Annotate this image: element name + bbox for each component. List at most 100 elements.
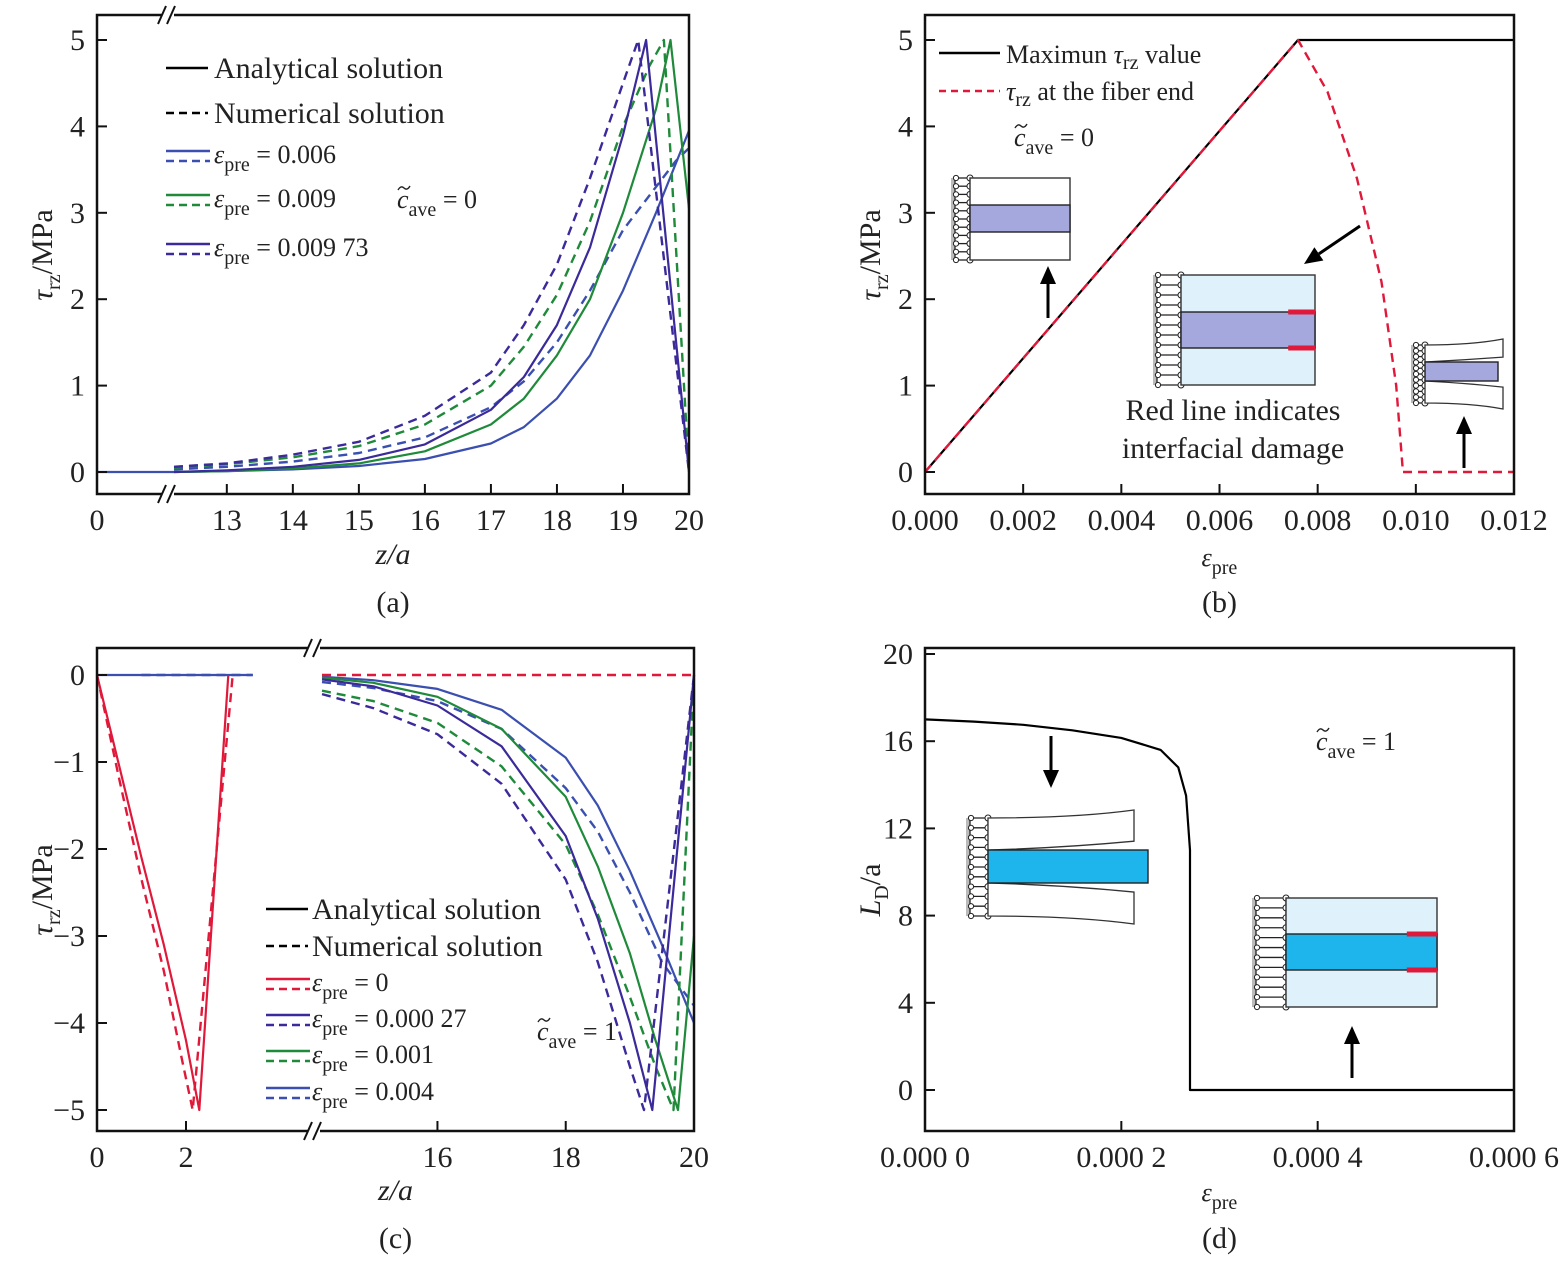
x-tick-label: 0.004: [1088, 504, 1156, 537]
y-tick-label: 16: [883, 725, 913, 758]
x-tick-label: 15: [344, 504, 374, 537]
inset-node: [967, 824, 975, 831]
axis-break-mark: [303, 1121, 313, 1141]
x-tick-label: 2: [179, 1141, 194, 1174]
y-axis-label: LD/a: [854, 864, 893, 918]
axis-break-mark: [157, 484, 167, 504]
inset-node: [1253, 993, 1261, 1001]
legend-label: Numerical solution: [312, 930, 543, 963]
legend-label: τrz at the fiber end: [1006, 77, 1194, 111]
annotation-cave: cave = 0: [1014, 123, 1094, 159]
legend-label: εpre = 0.000 27: [312, 1004, 466, 1040]
inset-node: [1154, 341, 1162, 349]
y-tick-label: 0: [70, 659, 85, 692]
inset-node: [1253, 964, 1261, 971]
inset-matrix-upper: [987, 809, 1135, 851]
inset-node: [1412, 359, 1420, 366]
plot-frame-d: [923, 646, 1516, 1133]
inset-node: [952, 183, 960, 190]
series-line--pre-0-006-numerical: [173, 147, 690, 471]
series-line--pre-0-004-analytical-right: [321, 675, 696, 1024]
y-tick-label: 8: [898, 900, 913, 933]
x-tick-label: 19: [608, 504, 638, 537]
y-tick-label: −4: [53, 1007, 85, 1040]
x-tick-label: 18: [551, 1141, 581, 1174]
y-tick-label: 3: [70, 197, 85, 230]
plot-frame-a: [95, 13, 691, 496]
y-tick-label: 12: [883, 812, 913, 845]
legend-label: εpre = 0.009: [214, 184, 336, 220]
inset-node: [967, 873, 975, 880]
x-tick-label: 14: [278, 504, 308, 537]
x-tick-label: 17: [476, 504, 506, 537]
x-tick-label: 20: [679, 1141, 709, 1174]
y-tick-label: 1: [898, 370, 913, 403]
inset-node: [1154, 281, 1162, 289]
inset-node: [1253, 894, 1261, 902]
panel-caption: (c): [379, 1222, 412, 1255]
inset-node: [967, 854, 975, 861]
inset-node: [1253, 1003, 1261, 1011]
x-tick-label: 0.010: [1382, 504, 1450, 537]
inset-node: [1412, 388, 1420, 395]
inset-matrix-lower: [1424, 380, 1504, 410]
series-line--pre-0-001-analytical-right: [321, 676, 696, 1112]
series-line-ld-a: [924, 718, 1514, 1092]
series-line--rz-at-the-fiber-end: [924, 38, 1514, 474]
legend-label: εpre = 0.006: [214, 140, 336, 176]
inset-fiber: [969, 204, 1071, 233]
axis-break-mark: [166, 484, 176, 504]
x-tick-label: 16: [410, 504, 440, 537]
inset-node: [967, 883, 975, 890]
inset-node: [967, 834, 975, 841]
series-line--pre-0-000-27-numerical-right: [321, 674, 696, 1112]
y-tick-label: 2: [70, 283, 85, 316]
inset-node: [1412, 376, 1420, 383]
note-line-2: interfacial damage: [1122, 432, 1344, 465]
y-tick-label: 3: [898, 197, 913, 230]
inset-node: [1412, 341, 1420, 349]
series-line--pre-0-009-73-numerical: [173, 38, 691, 473]
inset-matrix-lower: [987, 882, 1135, 925]
inset-node: [1412, 353, 1420, 360]
plot-frame-c: [95, 646, 696, 1133]
y-tick-label: −2: [53, 833, 85, 866]
panel-caption: (a): [376, 586, 409, 619]
tilde-mark: [537, 1017, 551, 1023]
y-tick-label: 0: [70, 456, 85, 489]
x-tick-label: 0: [90, 1141, 105, 1174]
y-tick-label: 0: [898, 456, 913, 489]
x-tick-label: 20: [674, 504, 704, 537]
inset-node: [1154, 381, 1162, 389]
axis-break-mark: [312, 1121, 322, 1141]
inset-node: [967, 814, 975, 822]
inset-node: [967, 844, 975, 851]
inset-node: [1412, 382, 1420, 389]
x-axis-label: εpre: [1202, 543, 1238, 579]
inset-node: [967, 893, 975, 900]
inset-fiber: [1180, 311, 1316, 349]
legend-label: εpre = 0.001: [312, 1040, 434, 1076]
inset-node: [1154, 311, 1162, 319]
x-tick-label: 0: [90, 504, 105, 537]
series-line--pre-0-009-73-analytical: [173, 38, 691, 474]
annotation-cave: cave = 0: [397, 185, 477, 221]
inset-node: [952, 199, 960, 206]
inset-fiber: [1424, 361, 1499, 382]
axis-break-gap: [162, 491, 174, 497]
inset-node: [952, 232, 960, 239]
y-tick-label: 1: [70, 370, 85, 403]
arrow-diag-shaft: [1318, 224, 1361, 256]
inset-node: [1154, 291, 1162, 299]
inset-node: [1154, 321, 1162, 329]
x-tick-label: 0.012: [1480, 504, 1548, 537]
x-tick-label: 0.000: [891, 504, 959, 537]
x-axis-label: z/a: [374, 538, 410, 571]
x-tick-label: 0.000 6: [1469, 1141, 1559, 1174]
arrow-up-1-head: [1040, 266, 1056, 284]
inset-node: [1154, 361, 1162, 369]
inset-node: [1253, 934, 1261, 941]
inset-node: [952, 256, 960, 264]
inset-fiber: [987, 849, 1149, 884]
inset-node: [1253, 974, 1261, 981]
